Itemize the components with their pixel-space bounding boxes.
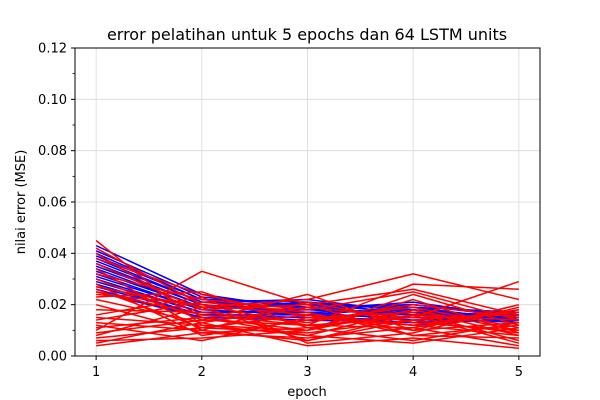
x-tick-label: 4 bbox=[409, 365, 417, 380]
red-series-line bbox=[95, 306, 519, 342]
x-tick-label: 5 bbox=[515, 365, 523, 380]
y-tick-label: 0.00 bbox=[38, 350, 67, 365]
y-tick-label: 0.02 bbox=[38, 298, 67, 313]
red-series-line bbox=[95, 273, 520, 308]
x-axis: 1 2 3 4 5 bbox=[92, 356, 523, 380]
red-series-line bbox=[95, 280, 520, 324]
y-axis: 0.00 0.02 0.04 0.06 0.08 0.10 0.12 bbox=[38, 42, 75, 365]
y-tick-label: 0.04 bbox=[38, 247, 67, 262]
red-series-line bbox=[96, 309, 520, 342]
y-tick-label: 0.12 bbox=[38, 42, 67, 57]
series-layer bbox=[95, 239, 520, 350]
red-series-line bbox=[96, 309, 519, 334]
red-series-line bbox=[95, 303, 519, 347]
grid bbox=[75, 47, 540, 357]
x-tick-label: 2 bbox=[198, 365, 206, 380]
red-series-line bbox=[96, 301, 519, 332]
chart-title: error pelatihan untuk 5 epochs dan 64 LS… bbox=[107, 25, 507, 44]
red-series-line bbox=[96, 314, 519, 347]
red-series-line bbox=[95, 270, 520, 331]
y-tick-label: 0.10 bbox=[38, 93, 67, 108]
x-tick-label: 3 bbox=[303, 365, 311, 380]
red-series-line bbox=[96, 316, 519, 344]
y-tick-label: 0.06 bbox=[38, 196, 67, 211]
red-series-line bbox=[95, 321, 519, 350]
y-tick-label: 0.08 bbox=[38, 144, 67, 159]
x-axis-label: epoch bbox=[287, 385, 327, 400]
red-series-line bbox=[96, 301, 519, 339]
red-series-line bbox=[95, 283, 520, 337]
red-series-line bbox=[96, 303, 519, 324]
y-axis-label: nilai error (MSE) bbox=[14, 150, 29, 255]
red-series-line bbox=[96, 314, 519, 339]
x-tick-label: 1 bbox=[92, 365, 100, 380]
